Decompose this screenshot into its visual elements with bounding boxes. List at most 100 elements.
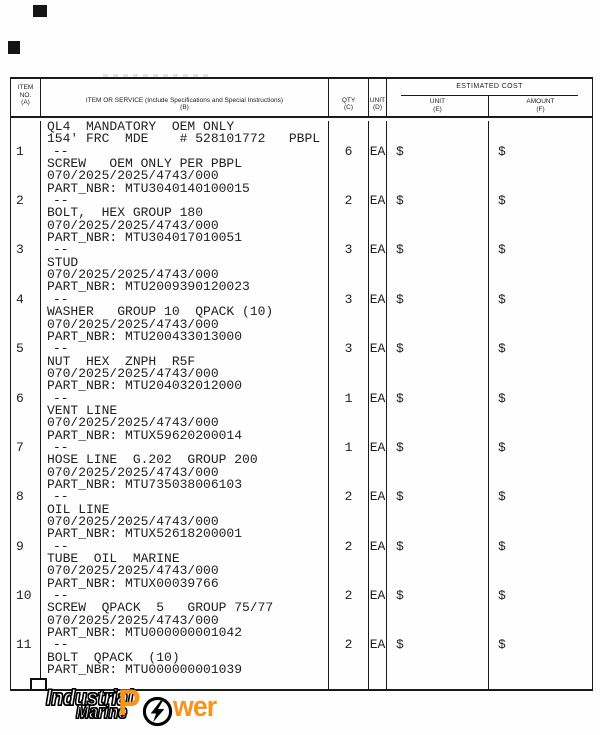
cell [387, 565, 489, 578]
cell [369, 627, 387, 640]
cell [489, 479, 592, 491]
cell [369, 503, 387, 516]
cell [329, 676, 369, 691]
cell: TUBE OIL MARINE [41, 553, 329, 566]
cell: PART_NBR: MTU000000001039 [41, 664, 329, 677]
estimated-cost-label: ESTIMATED COST [401, 79, 578, 96]
cell: 070/2025/2025/4743/000 [41, 565, 329, 578]
header-text: (D) [372, 104, 383, 112]
cell [387, 318, 489, 331]
cell [387, 170, 489, 183]
cell [369, 602, 387, 615]
cell [369, 256, 387, 270]
header-text: UNIT [429, 98, 446, 106]
cell: 7 [11, 441, 41, 455]
table-row: PART_NBR: MTUX00039766 [11, 577, 592, 591]
cell [11, 207, 41, 220]
cell [11, 170, 41, 183]
cell: PART_NBR: MTU2009390120023 [41, 281, 329, 294]
cell [387, 516, 489, 529]
cell: EA [369, 145, 387, 159]
table-row: 7 -- 1 EA $ $ [11, 441, 592, 455]
cell [329, 429, 369, 442]
cell: -- [41, 540, 329, 554]
cell [387, 478, 489, 492]
cell: 2 [329, 195, 369, 208]
cell: 6 [11, 392, 41, 405]
table-row: PART_NBR: MTUX52618200001 [11, 528, 592, 541]
cell [387, 676, 489, 691]
cell: 070/2025/2025/4743/000 [41, 170, 329, 183]
cell [11, 281, 41, 294]
cell: $ [498, 441, 506, 455]
cell [329, 380, 369, 393]
header-text: (A) [21, 99, 30, 107]
table-row: 1 -- 6 EA $ $ [11, 145, 592, 159]
cell [329, 627, 369, 640]
cell [329, 170, 369, 183]
header-text: ESTIMATED COST [456, 83, 523, 91]
cell [369, 158, 387, 171]
table-row: 3 -- 3 EA $ $ [11, 244, 592, 257]
cell [489, 121, 592, 133]
cell [489, 602, 592, 614]
table-row: WASHER GROUP 10 QPACK (10) [11, 306, 592, 319]
header-text: (C) [343, 104, 354, 112]
cell: SCREW QPACK 5 GROUP 75/77 [41, 602, 329, 615]
table-row: PART_NBR: MTU204032012000 [11, 380, 592, 393]
table-row: 6 -- 1 EA $ $ [11, 392, 592, 405]
cell: 4 [11, 293, 41, 307]
cell [11, 614, 41, 628]
cell: $ [387, 195, 489, 208]
estimated-cost-subcolumns: UNIT (E) AMOUNT (F) [387, 96, 592, 116]
cell [329, 602, 369, 615]
cell: -- [41, 293, 329, 307]
cell [489, 664, 592, 676]
cell [369, 664, 387, 677]
table-row: 2 -- 2 EA $ $ [11, 195, 592, 208]
cell: $ [387, 540, 489, 554]
cell [489, 133, 592, 145]
cell: 070/2025/2025/4743/000 [41, 367, 329, 381]
cell [11, 380, 41, 393]
cell: PART_NBR: MTU3040140100015 [41, 182, 329, 196]
cell [369, 478, 387, 492]
cell: $ [387, 491, 489, 504]
cell [489, 368, 592, 380]
cell [329, 478, 369, 492]
cell [329, 281, 369, 294]
cell [387, 664, 489, 677]
cell [489, 207, 592, 219]
cell [489, 676, 592, 691]
cell: 070/2025/2025/4743/000 [41, 516, 329, 529]
header-item-no: ITEM NO. (A) [11, 79, 41, 116]
cell [369, 516, 387, 529]
table-row: NUT HEX ZNPH R5F [11, 355, 592, 368]
cell: 2 [329, 491, 369, 504]
cell [387, 577, 489, 591]
cell: NUT HEX ZNPH R5F [41, 355, 329, 368]
cell [387, 614, 489, 628]
cell [11, 602, 41, 615]
cell [11, 133, 41, 146]
cell [11, 121, 41, 134]
table-row: PART_NBR: MTU000000001039 [11, 664, 592, 677]
cell [387, 182, 489, 196]
cell: $ [498, 293, 506, 307]
table-row: 154' FRC MDE # 528101772 PBPL [11, 133, 592, 146]
cell [329, 158, 369, 171]
cell [369, 269, 387, 282]
cell [11, 664, 41, 677]
cell [11, 478, 41, 492]
cell: 2 [329, 590, 369, 603]
cell [387, 404, 489, 418]
cell [41, 676, 329, 691]
cell: $ [387, 392, 489, 405]
cell [489, 528, 592, 540]
cell [11, 417, 41, 430]
cell [489, 232, 592, 244]
table-row: OIL LINE [11, 503, 592, 516]
cell: PART_NBR: MTU200433013000 [41, 330, 329, 344]
cell: 154' FRC MDE # 528101772 PBPL [41, 133, 329, 146]
table-row: HOSE LINE G.202 GROUP 200 [11, 454, 592, 467]
